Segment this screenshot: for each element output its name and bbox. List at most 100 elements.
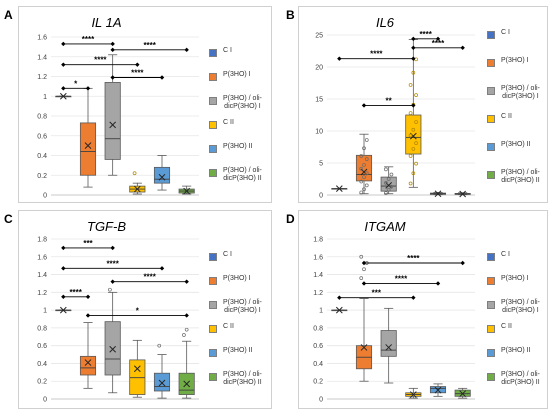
chart-legend: C I P(3HO) I P(3HO) / oli- dicP(3HO) I C II… [209, 251, 269, 401]
significance-bracket: **** [61, 259, 165, 271]
mean-marker [59, 306, 67, 314]
y-tick-label: 0.4 [37, 361, 47, 368]
bracket-end-marker [184, 313, 189, 318]
significance-bracket: **** [61, 288, 91, 299]
chart-legend: C I P(3HO) I P(3HO) / oli- dicP(3HO) I C II… [487, 29, 545, 199]
data-point [389, 172, 394, 177]
data-point [364, 171, 369, 176]
bracket-end-marker [85, 294, 91, 299]
box-iqr [380, 176, 397, 192]
mean-marker [59, 92, 67, 100]
significance-bracket: ** [361, 96, 416, 108]
bracket-end-marker [411, 103, 416, 108]
mean-marker [158, 173, 166, 181]
legend-swatch [487, 31, 495, 39]
box-iqr [405, 114, 422, 155]
box-p-3ho-ii [429, 190, 447, 198]
legend-item-p-3ho-oli-dicp-3ho-i: P(3HO) / oli- dicP(3HO) I [487, 299, 540, 315]
legend-swatch [209, 49, 217, 57]
y-tick-label: 1 [43, 308, 47, 315]
mean-marker [385, 344, 393, 351]
box-p-3ho-oli-dicp-3ho-ii [178, 185, 195, 195]
y-tick-label: 0.8 [313, 325, 323, 332]
bracket-end-marker [110, 279, 115, 284]
data-point [384, 191, 388, 195]
legend-label: P(3HO) / oli- dicP(3HO) I [223, 95, 262, 110]
mean-marker [434, 386, 442, 394]
data-point [182, 333, 186, 337]
y-tick-label: 0.8 [37, 325, 47, 332]
bracket-end-marker [460, 45, 465, 50]
legend-swatch [487, 373, 495, 381]
box-p-3ho-oli-dicp-3ho-i [380, 166, 397, 195]
y-tick-label: 1.2 [37, 74, 47, 81]
mean-marker [434, 190, 442, 198]
bracket-end-marker [337, 56, 342, 61]
legend-swatch [209, 169, 217, 177]
data-point [411, 127, 416, 132]
bracket-end-marker [184, 47, 189, 53]
data-point [411, 171, 416, 176]
significance-bracket: **** [110, 68, 165, 80]
significance-bracket: *** [337, 289, 416, 300]
legend-label: C I [501, 29, 510, 36]
bracket-end-marker [159, 75, 165, 80]
mean-marker [133, 185, 141, 193]
bracket-end-marker [435, 281, 441, 286]
data-point [414, 141, 418, 146]
legend-label: C I [501, 251, 510, 258]
bracket-end-marker [110, 41, 115, 47]
y-tick-label: 0.2 [313, 379, 323, 386]
legend-label: C I [223, 251, 232, 258]
box-iqr [153, 166, 171, 184]
data-point [408, 111, 413, 115]
legend-item-p-3ho-ii: P(3HO) II [209, 347, 253, 357]
y-tick-label: 0 [43, 193, 47, 200]
legend-label: P(3HO) / oli- dicP(3HO) II [501, 169, 540, 184]
box-c-ii [405, 387, 422, 399]
significance-label: * [74, 79, 78, 88]
legend-swatch [487, 143, 495, 151]
y-tick-label: 25 [315, 33, 323, 40]
y-tick-label: 1.6 [37, 35, 47, 42]
data-point [411, 70, 416, 75]
data-point [184, 327, 189, 332]
legend-label: P(3HO) I [501, 275, 529, 282]
data-point [364, 157, 369, 162]
box-p-3ho-oli-dicp-3ho-i [380, 307, 397, 384]
legend-item-p-3ho-ii: P(3HO) II [209, 143, 253, 153]
bracket-end-marker [85, 86, 91, 91]
y-tick-label: 0.8 [37, 114, 47, 121]
significance-label: **** [131, 68, 144, 77]
bracket-end-marker [411, 45, 416, 50]
box-c-ii [129, 339, 146, 398]
y-tick-label: 1.8 [37, 237, 47, 244]
bracket-end-marker [135, 62, 140, 67]
data-point [414, 161, 418, 166]
data-point [384, 167, 388, 172]
legend-item-p-3ho-oli-dicp-3ho-ii: P(3HO) / oli- dicP(3HO) II [209, 167, 262, 183]
box-p-3ho-i [79, 87, 97, 188]
y-tick-label: 1.4 [37, 272, 47, 279]
significance-label: *** [83, 239, 93, 248]
y-tick-label: 5 [319, 161, 323, 168]
legend-item-p-3ho-i: P(3HO) I [209, 275, 251, 285]
legend-label: P(3HO) / oli- dicP(3HO) I [501, 299, 540, 314]
data-point [389, 184, 394, 189]
mean-marker [409, 391, 417, 398]
significance-label: **** [69, 288, 82, 297]
significance-label: **** [370, 50, 383, 59]
significance-bracket: **** [61, 35, 115, 47]
legend-swatch [209, 145, 217, 153]
bracket-end-marker [337, 295, 342, 300]
box-p-3ho-oli-dicp-3ho-i [104, 287, 121, 394]
legend-swatch [209, 97, 217, 105]
significance-bracket: **** [361, 254, 465, 266]
significance-label: **** [432, 39, 445, 48]
bracket-end-marker [85, 313, 91, 318]
box-p-3ho-i [355, 133, 373, 195]
data-point [359, 179, 364, 184]
y-tick-label: 1.6 [313, 254, 323, 261]
panel-letter-d: D [286, 212, 295, 226]
legend-item-p-3ho-ii: P(3HO) II [487, 347, 531, 357]
